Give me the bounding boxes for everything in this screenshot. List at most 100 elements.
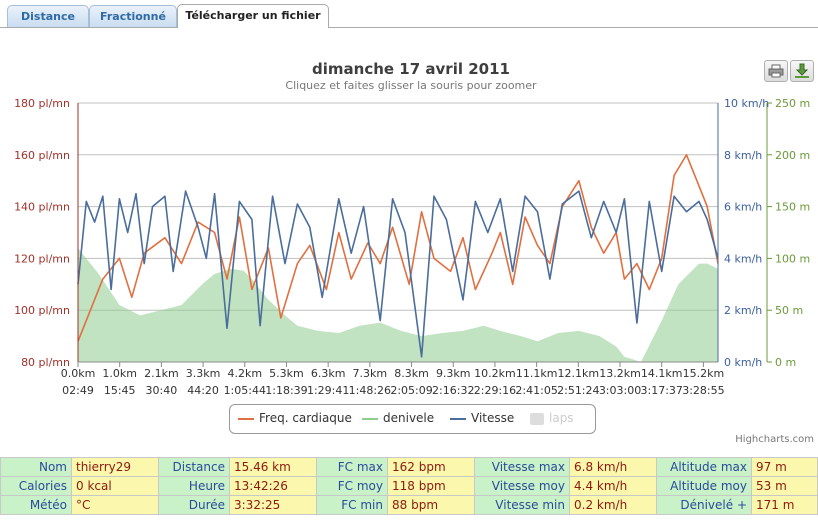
x-tick-label-km: 7.3km [353,367,388,380]
table-row: Calories 0 kcal Heure 13:42:26 FC moy 11… [0,476,818,496]
stat-label: Calories [0,476,72,496]
activity-chart[interactable]: dimanche 17 avril 2011 Cliquez et faites… [0,28,818,428]
x-tick-label-km: 11.1km [516,367,558,380]
stat-value: 53 m [751,476,818,496]
chart-legend: Freq. cardiaque denivele Vitesse laps [229,404,596,434]
x-tick-label-km: 1.0km [102,367,137,380]
y-tick-label: 50 m [775,304,803,317]
x-tick-label-km: 4.2km [227,367,262,380]
y-tick-label: 80 pl/mn [21,356,70,369]
stat-label: FC moy [316,476,388,496]
stat-value: 6.8 km/h [569,457,657,477]
stat-label: Altitude max [656,457,752,477]
printer-icon [768,64,784,78]
x-tick-label-time: 1:05:44 [224,384,266,397]
stat-label: Heure [158,476,230,496]
stat-value: 118 bpm [387,476,475,496]
x-tick-label-time: 3:17:37 [641,384,683,397]
y-tick-label: 140 pl/mn [14,201,70,214]
stat-value: 171 m [751,495,818,515]
x-tick-label-km: 3.3km [186,367,221,380]
legend-item-denivele[interactable]: denivele [362,411,434,425]
x-tick-label-time: 1:48:26 [349,384,391,397]
x-tick-label-time: 02:49 [62,384,94,397]
legend-label: laps [549,411,574,425]
stat-value: 162 bpm [387,457,475,477]
y-tick-label: 2 km/h [724,304,762,317]
series-vitesse-line [77,190,719,358]
legend-label: Freq. cardiaque [259,411,352,425]
y-tick-label: 10 km/h [724,97,769,110]
stat-value: 0 kcal [71,476,159,496]
tab-distance[interactable]: Distance [7,5,89,27]
table-row: Météo °C Durée 3:32:25 FC min 88 bpm Vit… [0,495,818,515]
stat-value: 3:32:25 [229,495,317,515]
y-tick-label: 0 m [775,356,796,369]
stat-label: Vitesse max [474,457,570,477]
stat-label: Vitesse moy [474,476,570,496]
x-tick-label-time: 3:28:55 [682,384,724,397]
x-tick-label-time: 2:16:32 [432,384,474,397]
x-tick-label-km: 9.3km [436,367,471,380]
highcharts-credits[interactable]: Highcharts.com [735,434,814,445]
stat-label: Durée [158,495,230,515]
y-tick-label: 6 km/h [724,201,762,214]
x-tick-label-time: 1:18:39 [265,384,307,397]
x-tick-label-km: 13.2km [599,367,641,380]
stat-label: Vitesse min [474,495,570,515]
stat-value: thierry29 [71,457,159,477]
stat-label: FC max [316,457,388,477]
x-tick-label-km: 6.3km [311,367,346,380]
y-tick-label: 150 m [775,201,810,214]
x-tick-label-km: 2.1km [144,367,179,380]
legend-item-vitesse[interactable]: Vitesse [450,411,514,425]
y-tick-label: 100 pl/mn [14,304,70,317]
stat-value: 97 m [751,457,818,477]
x-tick-label-time: 2:51:24 [557,384,599,397]
y-tick-label: 180 pl/mn [14,97,70,110]
plot-area[interactable]: 80 pl/mn 100 pl/mn 120 pl/mn 140 pl/mn 160 p… [14,97,810,397]
stat-label: Dénivelé + [656,495,752,515]
chart-title: dimanche 17 avril 2011 [312,60,510,78]
tab-telecharger-fichier[interactable]: Télécharger un fichier [177,4,329,28]
export-button[interactable] [790,60,814,82]
x-tick-label-time: 15:45 [104,384,136,397]
stat-label: Distance [158,457,230,477]
stat-value: 0.2 km/h [569,495,657,515]
x-tick-label-time: 30:40 [146,384,178,397]
y-tick-label: 0 km/h [724,356,762,369]
tab-bar: Distance Fractionné Télécharger un fichi… [0,0,818,28]
table-row: Nom thierry29 Distance 15.46 km FC max 1… [0,457,818,477]
x-tick-label-km: 12.1km [558,367,600,380]
y-tick-label: 100 m [775,252,810,265]
stat-value: °C [71,495,159,515]
print-button[interactable] [764,60,788,82]
x-tick-label-km: 14.1km [641,367,683,380]
stat-label: Météo [0,495,72,515]
x-tick-label-time: 2:05:09 [390,384,432,397]
x-tick-label-km: 5.3km [269,367,304,380]
x-tick-label-km: 0.0km [61,367,96,380]
tab-fractionne[interactable]: Fractionné [89,5,177,27]
legend-item-freq-cardiaque[interactable]: Freq. cardiaque [238,411,352,425]
download-icon [795,63,809,78]
y-tick-label: 250 m [775,97,810,110]
y-tick-label: 8 km/h [724,149,762,162]
stat-value: 88 bpm [387,495,475,515]
x-tick-label-time: 1:29:41 [307,384,349,397]
y-tick-label: 120 pl/mn [14,252,70,265]
chart-subtitle: Cliquez et faites glisser la souris pour… [285,79,537,92]
x-tick-label-km: 10.2km [474,367,516,380]
series-freq-cardiaque-line [77,154,719,342]
stat-value: 4.4 km/h [569,476,657,496]
legend-item-laps[interactable]: laps [530,411,574,425]
legend-label: denivele [383,411,435,425]
stat-label: Nom [0,457,72,477]
series-denivele-area [78,248,718,362]
stat-value: 15.46 km [229,457,317,477]
x-tick-label-km: 8.3km [394,367,429,380]
x-tick-label-time: 3:03:00 [599,384,641,397]
stat-value: 13:42:26 [229,476,317,496]
x-tick-label-time: 2:29:16 [474,384,516,397]
x-tick-label-time: 2:41:05 [515,384,557,397]
